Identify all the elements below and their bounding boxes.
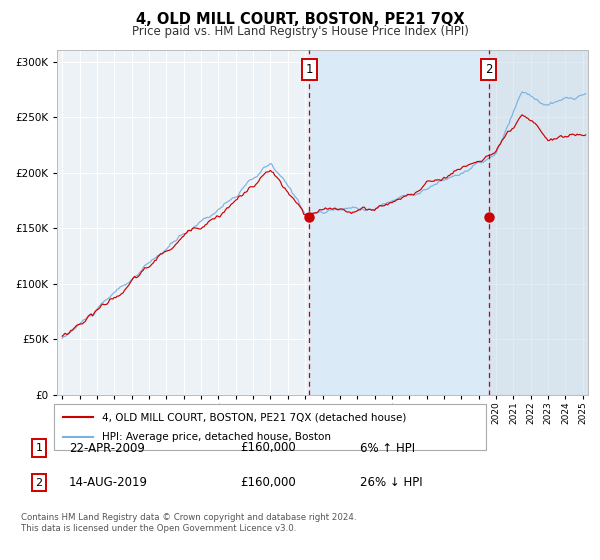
Text: 1: 1 <box>35 443 43 453</box>
FancyBboxPatch shape <box>54 404 486 450</box>
Text: 2: 2 <box>485 63 493 76</box>
Text: This data is licensed under the Open Government Licence v3.0.: This data is licensed under the Open Gov… <box>21 524 296 533</box>
Bar <box>310 50 489 395</box>
Text: 2: 2 <box>35 478 43 488</box>
Text: 22-APR-2009: 22-APR-2009 <box>69 441 145 455</box>
Text: 4, OLD MILL COURT, BOSTON, PE21 7QX: 4, OLD MILL COURT, BOSTON, PE21 7QX <box>136 12 464 27</box>
Text: Contains HM Land Registry data © Crown copyright and database right 2024.: Contains HM Land Registry data © Crown c… <box>21 513 356 522</box>
Text: £160,000: £160,000 <box>240 441 296 455</box>
Text: 6% ↑ HPI: 6% ↑ HPI <box>360 441 415 455</box>
Bar <box>489 50 588 395</box>
Text: HPI: Average price, detached house, Boston: HPI: Average price, detached house, Bost… <box>101 432 331 442</box>
Text: Price paid vs. HM Land Registry's House Price Index (HPI): Price paid vs. HM Land Registry's House … <box>131 25 469 38</box>
Text: 1: 1 <box>306 63 313 76</box>
Bar <box>489 50 588 395</box>
Text: 26% ↓ HPI: 26% ↓ HPI <box>360 476 422 489</box>
Text: 4, OLD MILL COURT, BOSTON, PE21 7QX (detached house): 4, OLD MILL COURT, BOSTON, PE21 7QX (det… <box>101 412 406 422</box>
Text: 14-AUG-2019: 14-AUG-2019 <box>69 476 148 489</box>
Text: £160,000: £160,000 <box>240 476 296 489</box>
